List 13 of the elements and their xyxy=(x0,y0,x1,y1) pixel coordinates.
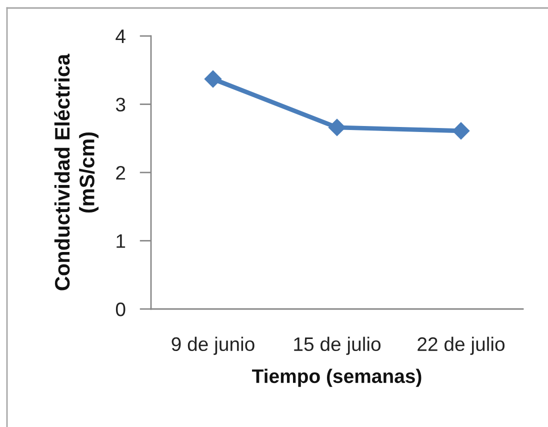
point xyxy=(204,70,222,88)
point xyxy=(452,122,470,140)
y-axis-title: Conductividad Eléctrica (mS/cm) xyxy=(54,54,99,290)
x-tick-label: 22 de julio xyxy=(418,336,505,355)
y-tick-label: 2 xyxy=(116,166,126,180)
y-tick-label: 1 xyxy=(116,234,126,248)
x-tick-label: 15 de julio xyxy=(294,336,381,355)
y-tick-label: 0 xyxy=(116,302,126,316)
x-axis-title: Tiempo (semanas) xyxy=(252,368,422,387)
x-tick-label: 9 de junio xyxy=(172,336,254,355)
point xyxy=(328,118,346,136)
y-tick-label: 3 xyxy=(116,98,126,112)
y-tick-label: 4 xyxy=(116,30,126,44)
